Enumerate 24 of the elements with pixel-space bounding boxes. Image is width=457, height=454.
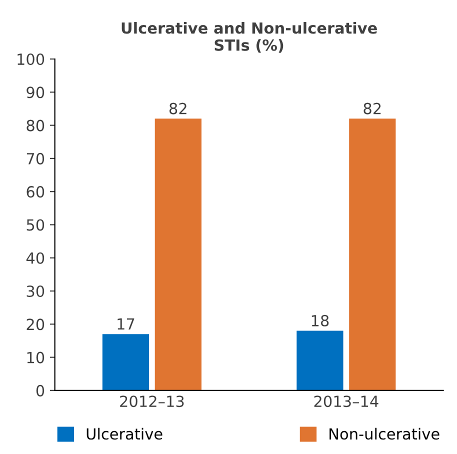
y-tick-label: 100 xyxy=(18,53,44,66)
x-tick-label: 2012–13 xyxy=(120,396,184,408)
x-tick-label: 2013–14 xyxy=(314,396,378,408)
bar xyxy=(349,118,396,390)
y-tick-label: 80 xyxy=(26,120,44,132)
data-label: 82 xyxy=(364,102,381,114)
y-tick-label: 0 xyxy=(36,384,44,396)
y-tick-label: 50 xyxy=(26,219,44,231)
bar xyxy=(154,118,202,390)
y-tick-label: 10 xyxy=(27,352,44,364)
data-label: 18 xyxy=(312,314,329,326)
data-label: 17 xyxy=(118,318,134,330)
data-label: 82 xyxy=(169,102,186,114)
y-tick-label: 40 xyxy=(26,252,44,264)
y-tick-label: 60 xyxy=(26,186,44,198)
legend-label: Ulcerative xyxy=(86,428,162,440)
bar xyxy=(296,330,344,390)
y-tick-label: 90 xyxy=(26,86,44,98)
bar xyxy=(102,334,150,390)
legend-label: Non-ulcerative xyxy=(330,428,440,440)
y-tick-label: 30 xyxy=(26,285,44,298)
y-tick-label: 70 xyxy=(26,152,44,164)
chart-title: Ulcerative and Non-ulcerative STIs (%) xyxy=(122,22,377,53)
y-tick-label: 20 xyxy=(26,318,44,330)
